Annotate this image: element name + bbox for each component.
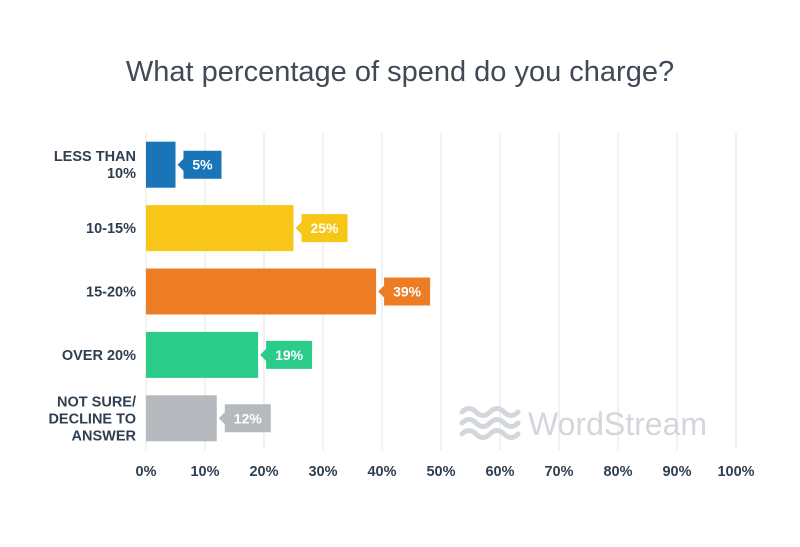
category-label: DECLINE TO: [48, 411, 136, 427]
x-tick-label: 10%: [190, 464, 219, 480]
category-label: ANSWER: [72, 428, 137, 444]
bar: [146, 141, 176, 188]
x-tick-label: 80%: [603, 464, 632, 480]
category-label: NOT SURE/: [57, 394, 136, 410]
category-label: 10-15%: [86, 221, 136, 237]
watermark-text: WordStream: [528, 406, 707, 442]
category-label: 15-20%: [86, 285, 136, 301]
data-label: 39%: [393, 284, 422, 300]
chart-title: What percentage of spend do you charge?: [125, 56, 675, 88]
bar: [146, 331, 259, 378]
data-label-tag: [218, 404, 271, 433]
x-tick-label: 20%: [249, 464, 278, 480]
wordstream-waves-icon: [459, 406, 521, 440]
data-label: 19%: [275, 347, 304, 363]
x-tick-label: 90%: [662, 464, 691, 480]
category-label: 10%: [107, 166, 136, 182]
data-label-tag: [295, 214, 348, 243]
wordstream-watermark: WordStream: [459, 406, 707, 442]
data-label: 12%: [234, 410, 263, 426]
x-tick-label: 60%: [485, 464, 514, 480]
data-label: 5%: [192, 157, 213, 173]
x-axis-ticks: 0% 10% 20% 30% 40% 50% 60% 70% 80% 90% 100%: [136, 464, 755, 480]
bar: [146, 395, 217, 442]
x-tick-label: 40%: [367, 464, 396, 480]
category-label: OVER 20%: [62, 348, 136, 364]
x-tick-label: 0%: [136, 464, 157, 480]
x-tick-label: 50%: [426, 464, 455, 480]
x-tick-label: 100%: [717, 464, 754, 480]
data-label-tag: [378, 277, 431, 306]
bars: 5% 25% 39% 19% 12%: [146, 141, 431, 442]
bar: [146, 268, 377, 315]
x-tick-label: 30%: [308, 464, 337, 480]
data-label-tag: [177, 150, 222, 179]
category-label: LESS THAN: [54, 149, 136, 165]
data-label-tag: [260, 340, 313, 369]
bar: [146, 205, 294, 252]
data-label: 25%: [310, 220, 339, 236]
x-tick-label: 70%: [544, 464, 573, 480]
